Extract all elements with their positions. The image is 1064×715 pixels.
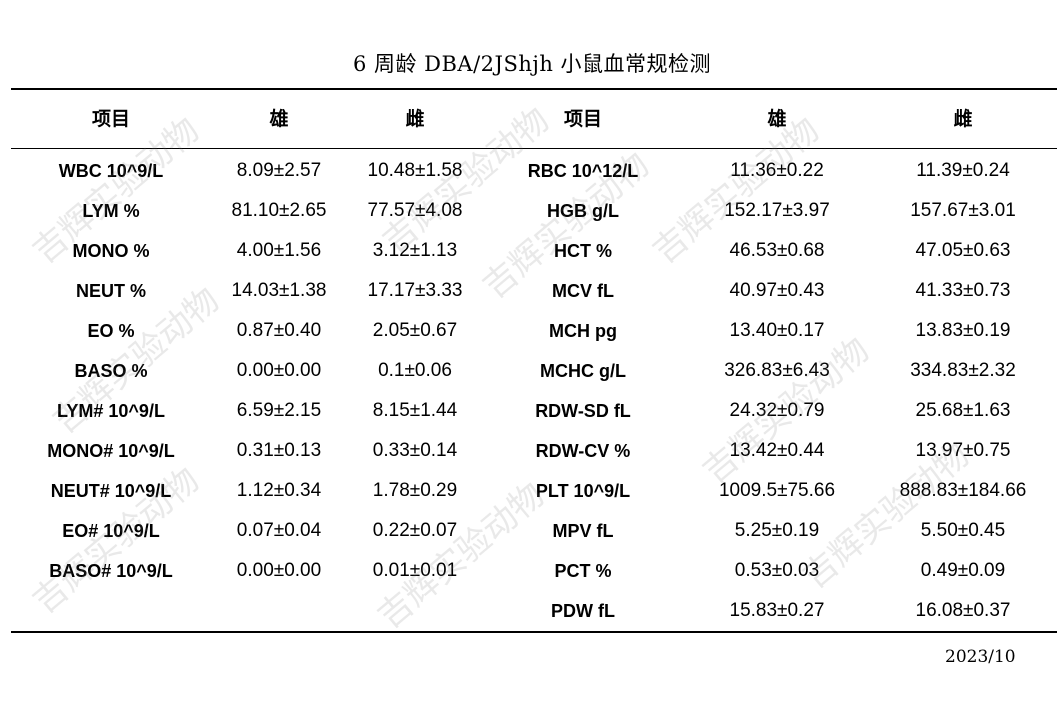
right-row-female-value: 334.83±2.32: [910, 360, 1016, 381]
right-row-male-value: 5.25±0.19: [734, 520, 820, 541]
left-row-female-value: 2.05±0.67: [372, 320, 458, 341]
right-row-male-value: 40.97±0.43: [729, 280, 825, 301]
left-row-female-value: 0.33±0.14: [372, 440, 458, 461]
left-row-female-value: 0.22±0.07: [372, 520, 458, 541]
left-row-item: BASO %: [74, 361, 148, 381]
right-row-item: MPV fL: [552, 521, 614, 541]
report-date: 2023/10: [945, 647, 1016, 667]
right-row-female-value: 5.50±0.45: [920, 520, 1006, 541]
left-row-male-value: 6.59±2.15: [236, 400, 322, 421]
right-row-item: HGB g/L: [547, 201, 619, 221]
right-row-item: MCV fL: [552, 281, 614, 301]
left-row-item: LYM %: [82, 201, 140, 221]
right-row-female-value: 11.39±0.24: [916, 160, 1010, 181]
left-row-female-value: 3.12±1.13: [372, 240, 458, 261]
right-row-item: RBC 10^12/L: [527, 161, 639, 181]
left-row-item: EO %: [87, 321, 135, 341]
header-female-left: 雌: [405, 108, 425, 130]
right-row-item: HCT %: [554, 241, 612, 261]
right-row-male-value: 15.83±0.27: [729, 600, 825, 621]
right-row-item: MCH pg: [549, 321, 617, 341]
left-row-item: WBC 10^9/L: [58, 161, 164, 181]
right-row-female-value: 13.97±0.75: [915, 440, 1011, 461]
right-row-female-value: 41.33±0.73: [915, 280, 1011, 301]
right-row-male-value: 24.32±0.79: [729, 400, 825, 421]
left-row-item: EO# 10^9/L: [62, 521, 160, 541]
page-title: 6 周龄 DBA/2JShjh 小鼠血常规检测: [352, 52, 712, 76]
left-row-male-value: 0.87±0.40: [236, 320, 322, 341]
header-female-right: 雌: [953, 108, 973, 130]
right-row-male-value: 13.40±0.17: [729, 320, 825, 341]
right-row-item: MCHC g/L: [540, 361, 626, 381]
right-row-female-value: 0.49±0.09: [920, 560, 1006, 581]
left-row-male-value: 4.00±1.56: [236, 240, 322, 261]
right-row-female-value: 16.08±0.37: [915, 600, 1011, 621]
left-row-female-value: 77.57±4.08: [367, 200, 463, 221]
left-row-female-value: 10.48±1.58: [367, 160, 463, 181]
right-row-female-value: 25.68±1.63: [915, 400, 1011, 421]
left-row-female-value: 17.17±3.33: [367, 280, 463, 301]
left-row-male-value: 8.09±2.57: [236, 160, 322, 181]
left-row-female-value: 0.1±0.06: [378, 360, 452, 381]
left-row-female-value: 8.15±1.44: [372, 400, 458, 421]
left-row-female-value: 1.78±0.29: [372, 480, 458, 501]
header-male-right: 雄: [767, 108, 787, 130]
right-row-male-value: 0.53±0.03: [734, 560, 820, 581]
right-row-female-value: 157.67±3.01: [910, 200, 1016, 221]
right-row-item: PLT 10^9/L: [535, 481, 631, 501]
right-row-male-value: 13.42±0.44: [729, 440, 825, 461]
header-item-left: 项目: [91, 108, 131, 130]
left-row-item: MONO %: [72, 241, 150, 261]
right-row-male-value: 326.83±6.43: [724, 360, 830, 381]
left-row-male-value: 81.10±2.65: [231, 200, 327, 221]
right-row-female-value: 13.83±0.19: [915, 320, 1011, 341]
left-row-item: NEUT %: [75, 281, 147, 301]
left-row-male-value: 0.00±0.00: [236, 560, 322, 581]
left-row-item: LYM# 10^9/L: [57, 401, 165, 421]
right-row-female-value: 888.83±184.66: [899, 480, 1027, 501]
table-header-rule: [11, 148, 1057, 149]
right-row-item: RDW-SD fL: [535, 401, 631, 421]
left-row-male-value: 14.03±1.38: [231, 280, 327, 301]
left-row-male-value: 1.12±0.34: [236, 480, 322, 501]
right-row-male-value: 152.17±3.97: [724, 200, 830, 221]
left-row-item: BASO# 10^9/L: [49, 561, 173, 581]
header-male-left: 雄: [269, 108, 289, 130]
table-top-rule: [11, 88, 1057, 90]
right-row-male-value: 11.36±0.22: [730, 160, 824, 181]
right-row-male-value: 1009.5±75.66: [718, 480, 836, 501]
left-row-item: MONO# 10^9/L: [47, 441, 175, 461]
right-row-item: PCT %: [554, 561, 612, 581]
left-row-female-value: 0.01±0.01: [372, 560, 458, 581]
header-item-right: 项目: [563, 108, 603, 130]
left-row-male-value: 0.00±0.00: [236, 360, 322, 381]
right-row-item: RDW-CV %: [535, 441, 631, 461]
right-row-male-value: 46.53±0.68: [729, 240, 825, 261]
right-row-female-value: 47.05±0.63: [915, 240, 1011, 261]
right-row-item: PDW fL: [551, 601, 615, 621]
left-row-male-value: 0.31±0.13: [236, 440, 322, 461]
table-bottom-rule: [11, 631, 1057, 633]
left-row-male-value: 0.07±0.04: [236, 520, 322, 541]
left-row-item: NEUT# 10^9/L: [50, 481, 172, 501]
